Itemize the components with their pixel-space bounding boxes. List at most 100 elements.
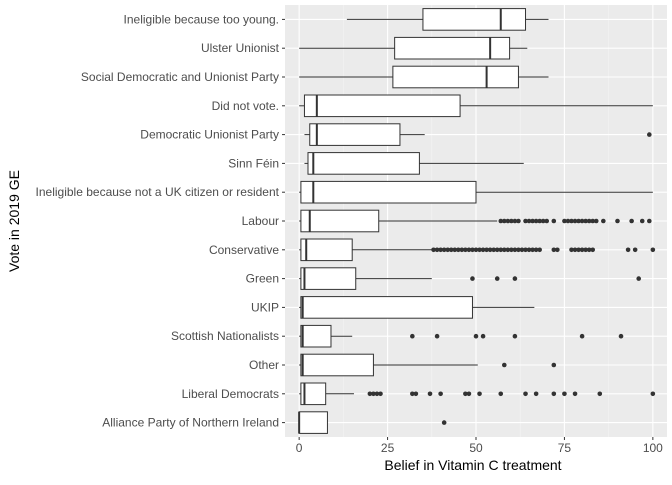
outlier-point bbox=[367, 391, 373, 397]
outlier-point bbox=[636, 276, 642, 281]
outlier-point bbox=[441, 420, 447, 425]
outlier-point bbox=[583, 218, 588, 224]
outlier-point bbox=[576, 247, 581, 253]
box-group bbox=[299, 238, 656, 262]
box-group bbox=[299, 324, 624, 348]
box bbox=[300, 267, 357, 290]
outlier-point bbox=[448, 247, 454, 253]
y-tick-label: Conservative bbox=[209, 243, 279, 257]
outlier-point bbox=[590, 218, 596, 224]
outlier-point bbox=[551, 218, 557, 224]
box-group bbox=[299, 65, 549, 89]
outlier-point bbox=[650, 391, 656, 397]
outlier-point bbox=[579, 247, 585, 253]
outlier-point bbox=[590, 247, 596, 253]
outlier-point bbox=[473, 333, 479, 339]
outlier-point bbox=[618, 333, 624, 339]
outlier-point bbox=[491, 247, 496, 253]
outlier-point bbox=[537, 218, 542, 224]
outlier-point bbox=[544, 218, 550, 224]
outlier-point bbox=[551, 362, 557, 368]
x-tick-label: 25 bbox=[381, 441, 395, 455]
outlier-point bbox=[526, 247, 532, 253]
box bbox=[300, 180, 477, 204]
outlier-point bbox=[647, 132, 652, 137]
outlier-point bbox=[498, 218, 504, 224]
box bbox=[392, 65, 519, 89]
outlier-point bbox=[441, 247, 447, 253]
box-group bbox=[299, 209, 652, 233]
outlier-point bbox=[505, 218, 511, 224]
y-tick-label: Other bbox=[249, 358, 279, 372]
outlier-point bbox=[498, 391, 504, 397]
y-tick-label: Sinn Féin bbox=[228, 156, 279, 170]
outlier-point bbox=[477, 391, 482, 397]
outlier-point bbox=[639, 218, 645, 224]
outlier-point bbox=[562, 218, 567, 224]
outlier-point bbox=[494, 247, 500, 253]
outlier-point bbox=[473, 247, 479, 253]
outlier-point bbox=[586, 218, 592, 224]
outlier-point bbox=[537, 247, 542, 253]
outlier-point bbox=[540, 218, 546, 224]
y-tick-label: Labour bbox=[242, 214, 279, 228]
y-tick-label: Liberal Democrats bbox=[182, 387, 279, 401]
outlier-point bbox=[480, 333, 486, 339]
box bbox=[300, 296, 473, 319]
box-group bbox=[304, 152, 524, 175]
outlier-point bbox=[438, 391, 443, 397]
outlier-point bbox=[438, 247, 443, 253]
outlier-point bbox=[445, 247, 451, 253]
box bbox=[300, 209, 380, 233]
outlier-point bbox=[410, 333, 415, 339]
outlier-point bbox=[374, 391, 380, 397]
outlier-point bbox=[562, 391, 567, 397]
outlier-point bbox=[586, 247, 592, 253]
outlier-point bbox=[480, 247, 486, 253]
box bbox=[394, 36, 511, 60]
outlier-point bbox=[484, 247, 489, 253]
outlier-point bbox=[519, 247, 525, 253]
y-tick-label: Did not vote. bbox=[212, 99, 279, 113]
outlier-point bbox=[434, 333, 440, 339]
outlier-point bbox=[501, 247, 507, 253]
box-group bbox=[299, 180, 653, 204]
outlier-point bbox=[470, 276, 475, 281]
outlier-point bbox=[509, 218, 514, 224]
outlier-point bbox=[565, 218, 571, 224]
outlier-point bbox=[615, 218, 620, 224]
outlier-point bbox=[601, 218, 606, 224]
outlier-point bbox=[579, 333, 585, 339]
outlier-point bbox=[498, 247, 504, 253]
outlier-point bbox=[459, 247, 465, 253]
outlier-point bbox=[463, 391, 468, 397]
outlier-point bbox=[512, 276, 518, 281]
outlier-point bbox=[526, 218, 532, 224]
box bbox=[309, 123, 401, 146]
outlier-point bbox=[501, 218, 507, 224]
outlier-point bbox=[551, 391, 557, 397]
axes: 0 25 50 75 100 Ineligible because too young. U… bbox=[36, 12, 664, 455]
box-group bbox=[299, 267, 642, 290]
box-group bbox=[298, 411, 447, 434]
outlier-point bbox=[569, 218, 574, 224]
outlier-point bbox=[494, 276, 500, 281]
y-tick-label: Democratic Unionist Party bbox=[140, 128, 279, 142]
outlier-point bbox=[572, 247, 578, 253]
outlier-point bbox=[576, 218, 581, 224]
outlier-point bbox=[650, 247, 656, 253]
outlier-point bbox=[530, 247, 535, 253]
box bbox=[422, 8, 527, 31]
outlier-point bbox=[466, 391, 472, 397]
box-group bbox=[299, 353, 557, 377]
outlier-point bbox=[456, 247, 461, 253]
y-tick-label: Ineligible because too young. bbox=[124, 12, 279, 26]
x-tick-label: 75 bbox=[558, 441, 572, 455]
boxes bbox=[298, 8, 656, 434]
y-tick-label: UKIP bbox=[251, 300, 279, 314]
box-group bbox=[299, 94, 653, 118]
outlier-point bbox=[410, 391, 415, 397]
box-group bbox=[299, 382, 656, 406]
outlier-point bbox=[593, 218, 599, 224]
